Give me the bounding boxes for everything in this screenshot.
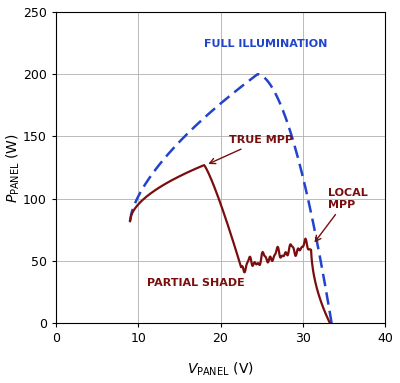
Text: $V_{\mathrm{PANEL}}$ (V): $V_{\mathrm{PANEL}}$ (V) xyxy=(187,361,254,378)
Text: LOCAL
MPP: LOCAL MPP xyxy=(315,188,367,241)
Text: TRUE MPP: TRUE MPP xyxy=(210,135,293,164)
Text: PARTIAL SHADE: PARTIAL SHADE xyxy=(147,278,245,288)
Text: $P_{\mathrm{PANEL}}$ (W): $P_{\mathrm{PANEL}}$ (W) xyxy=(4,133,22,203)
Text: FULL ILLUMINATION: FULL ILLUMINATION xyxy=(204,39,328,49)
